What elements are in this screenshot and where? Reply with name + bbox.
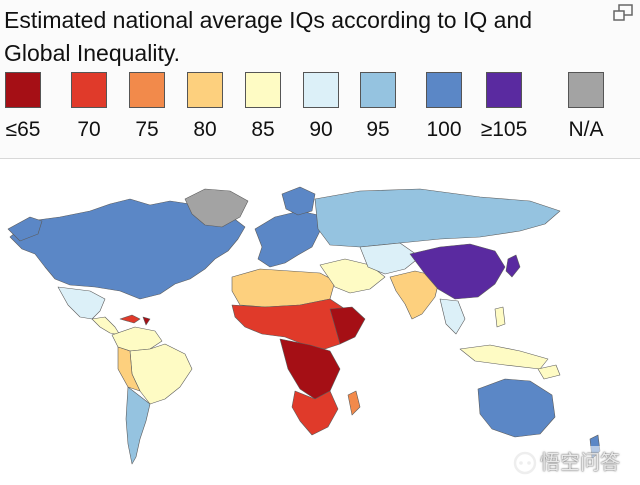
world-map-svg [7,186,601,465]
region-southern-africa [291,390,339,436]
legend-swatch-90 [303,72,339,108]
legend-label-75: 75 [135,118,159,141]
region-brazil [129,343,193,405]
legend-label-90: 90 [309,118,333,141]
region-greenland [184,188,249,228]
legend-swatch-na [568,72,604,108]
legend-label-70: 70 [77,118,101,141]
region-madagascar [347,390,361,416]
region-central-america [91,316,121,336]
legend-label-85: 85 [251,118,275,141]
legend-label-le65: ≤65 [5,118,41,141]
legend-label-na: N/A [568,118,604,141]
region-southeast-asia [439,298,466,335]
region-mexico [57,286,106,320]
legend-label-100: 100 [426,118,462,141]
region-peru-bolivia [117,346,141,392]
title-line-2: Global Inequality. [4,40,181,66]
legend-label-80: 80 [193,118,217,141]
legend-swatch-95 [360,72,396,108]
legend-label-ge105: ≥105 [480,118,528,141]
legend-swatch-le65 [5,72,41,108]
region-central-asia [359,242,421,275]
world-map [0,159,640,485]
region-papua [537,364,561,380]
region-alaska [7,216,43,242]
region-europe [254,210,321,268]
legend-swatch-80 [187,72,223,108]
watermark-backdrop [505,446,635,480]
legend-swatch-85 [245,72,281,108]
region-west-africa [231,298,351,350]
region-canada-usa [9,198,246,300]
region-central-africa [279,338,341,400]
legend-swatch-ge105 [486,72,522,108]
map-header: Estimated national average IQs according… [0,0,640,159]
chat-bubble-icon [513,451,537,475]
region-caribbean [119,314,141,324]
region-haiti [142,316,151,326]
legend-swatch-70 [71,72,107,108]
region-india [389,270,441,320]
map-title: Estimated national average IQs according… [4,4,564,70]
legend-label-95: 95 [366,118,390,141]
region-scandinavia [281,186,316,216]
legend-swatch-100 [426,72,462,108]
region-china [409,243,506,300]
legend: ≤65 70 75 80 85 90 95 100 ≥105 N/A [0,72,640,152]
region-japan [505,254,521,278]
watermark-text: 悟空问答 [540,452,620,474]
legend-swatch-75 [129,72,165,108]
title-line-1: Estimated national average IQs according… [4,7,533,33]
region-philippines [494,306,506,328]
expand-icon[interactable] [612,4,634,22]
region-argentina [125,386,151,465]
region-indonesia [459,344,549,370]
region-east-africa [329,306,366,345]
region-russia [314,188,561,248]
region-australia [477,378,556,438]
